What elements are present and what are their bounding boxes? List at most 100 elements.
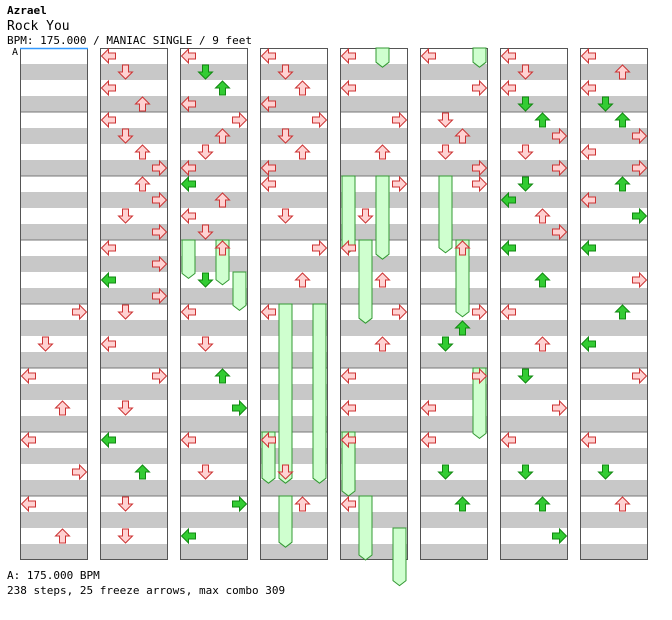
- column-border: [500, 48, 568, 560]
- left-arrow-icon: [500, 47, 516, 65]
- right-arrow-icon: [152, 367, 168, 385]
- left-arrow-icon: [420, 47, 436, 65]
- left-arrow-icon: [180, 175, 196, 193]
- left-arrow-icon: [100, 47, 116, 65]
- right-arrow-icon: [152, 287, 168, 305]
- column-border: [420, 48, 488, 560]
- left-arrow-icon: [260, 95, 276, 113]
- right-arrow-icon: [552, 127, 568, 145]
- stripe: [20, 160, 88, 176]
- stripe: [100, 256, 168, 272]
- stripe: [100, 64, 168, 80]
- stripe: [420, 96, 488, 112]
- stripe: [20, 384, 88, 400]
- stripe: [180, 128, 248, 144]
- stripe: [260, 224, 328, 240]
- right-arrow-icon: [552, 159, 568, 177]
- down-arrow-icon: [117, 208, 134, 224]
- stripe: [340, 192, 408, 208]
- stripe: [180, 288, 248, 304]
- stripe: [420, 512, 488, 528]
- stripe: [500, 192, 568, 208]
- left-arrow-icon: [180, 303, 196, 321]
- down-arrow-icon: [597, 464, 614, 480]
- left-arrow-icon: [420, 399, 436, 417]
- right-arrow-icon: [392, 175, 408, 193]
- stripe: [100, 512, 168, 528]
- left-arrow-icon: [500, 79, 516, 97]
- left-arrow-icon: [420, 431, 436, 449]
- down-arrow-icon: [277, 464, 294, 480]
- freeze-arrow: [341, 431, 356, 497]
- stripe: [180, 384, 248, 400]
- stripe: [260, 160, 328, 176]
- stripe: [260, 352, 328, 368]
- stripe: [100, 96, 168, 112]
- stripe: [260, 64, 328, 80]
- stripe: [20, 256, 88, 272]
- left-arrow-icon: [100, 79, 116, 97]
- stripe: [580, 288, 648, 304]
- freeze-arrow: [455, 239, 470, 318]
- right-arrow-icon: [392, 303, 408, 321]
- stripe: [420, 192, 488, 208]
- right-arrow-icon: [632, 127, 648, 145]
- right-arrow-icon: [232, 111, 248, 129]
- up-arrow-icon: [294, 272, 311, 288]
- left-arrow-icon: [20, 495, 36, 513]
- left-arrow-icon: [100, 335, 116, 353]
- right-arrow-icon: [472, 367, 488, 385]
- down-arrow-icon: [117, 128, 134, 144]
- left-arrow-icon: [500, 239, 516, 257]
- right-arrow-icon: [312, 239, 328, 257]
- down-arrow-icon: [197, 224, 214, 240]
- stripe: [100, 320, 168, 336]
- up-arrow-icon: [214, 368, 231, 384]
- left-arrow-icon: [580, 239, 596, 257]
- stripe: [100, 192, 168, 208]
- freeze-arrow: [375, 47, 390, 68]
- up-arrow-icon: [454, 128, 471, 144]
- down-arrow-icon: [517, 368, 534, 384]
- stripe: [20, 96, 88, 112]
- up-arrow-icon: [374, 144, 391, 160]
- down-arrow-icon: [357, 208, 374, 224]
- left-arrow-icon: [100, 111, 116, 129]
- song-meta: BPM: 175.000 / MANIAC SINGLE / 9 feet: [7, 34, 253, 47]
- stripe: [420, 416, 488, 432]
- left-arrow-icon: [580, 143, 596, 161]
- stripe: [340, 128, 408, 144]
- up-arrow-icon: [54, 400, 71, 416]
- stripe: [180, 256, 248, 272]
- left-arrow-icon: [20, 367, 36, 385]
- left-arrow-icon: [500, 191, 516, 209]
- left-arrow-icon: [340, 495, 356, 513]
- down-arrow-icon: [597, 96, 614, 112]
- stripe: [500, 320, 568, 336]
- stripe: [500, 224, 568, 240]
- left-arrow-icon: [340, 79, 356, 97]
- freeze-arrow: [375, 175, 390, 260]
- stripe: [420, 64, 488, 80]
- stripe: [580, 224, 648, 240]
- freeze-arrow: [472, 367, 487, 440]
- left-arrow-icon: [340, 239, 356, 257]
- left-arrow-icon: [580, 191, 596, 209]
- stripe: [180, 352, 248, 368]
- stripe: [100, 416, 168, 432]
- stripe: [500, 256, 568, 272]
- left-arrow-icon: [180, 95, 196, 113]
- down-arrow-icon: [197, 64, 214, 80]
- stripe: [580, 320, 648, 336]
- up-arrow-icon: [534, 272, 551, 288]
- stripe: [580, 256, 648, 272]
- column-border: [340, 48, 408, 560]
- freeze-arrow: [181, 239, 196, 280]
- stripe: [340, 512, 408, 528]
- stripe: [580, 160, 648, 176]
- stripe: [500, 352, 568, 368]
- right-arrow-icon: [392, 111, 408, 129]
- stripe: [340, 416, 408, 432]
- stripe: [340, 96, 408, 112]
- stripe: [340, 544, 408, 560]
